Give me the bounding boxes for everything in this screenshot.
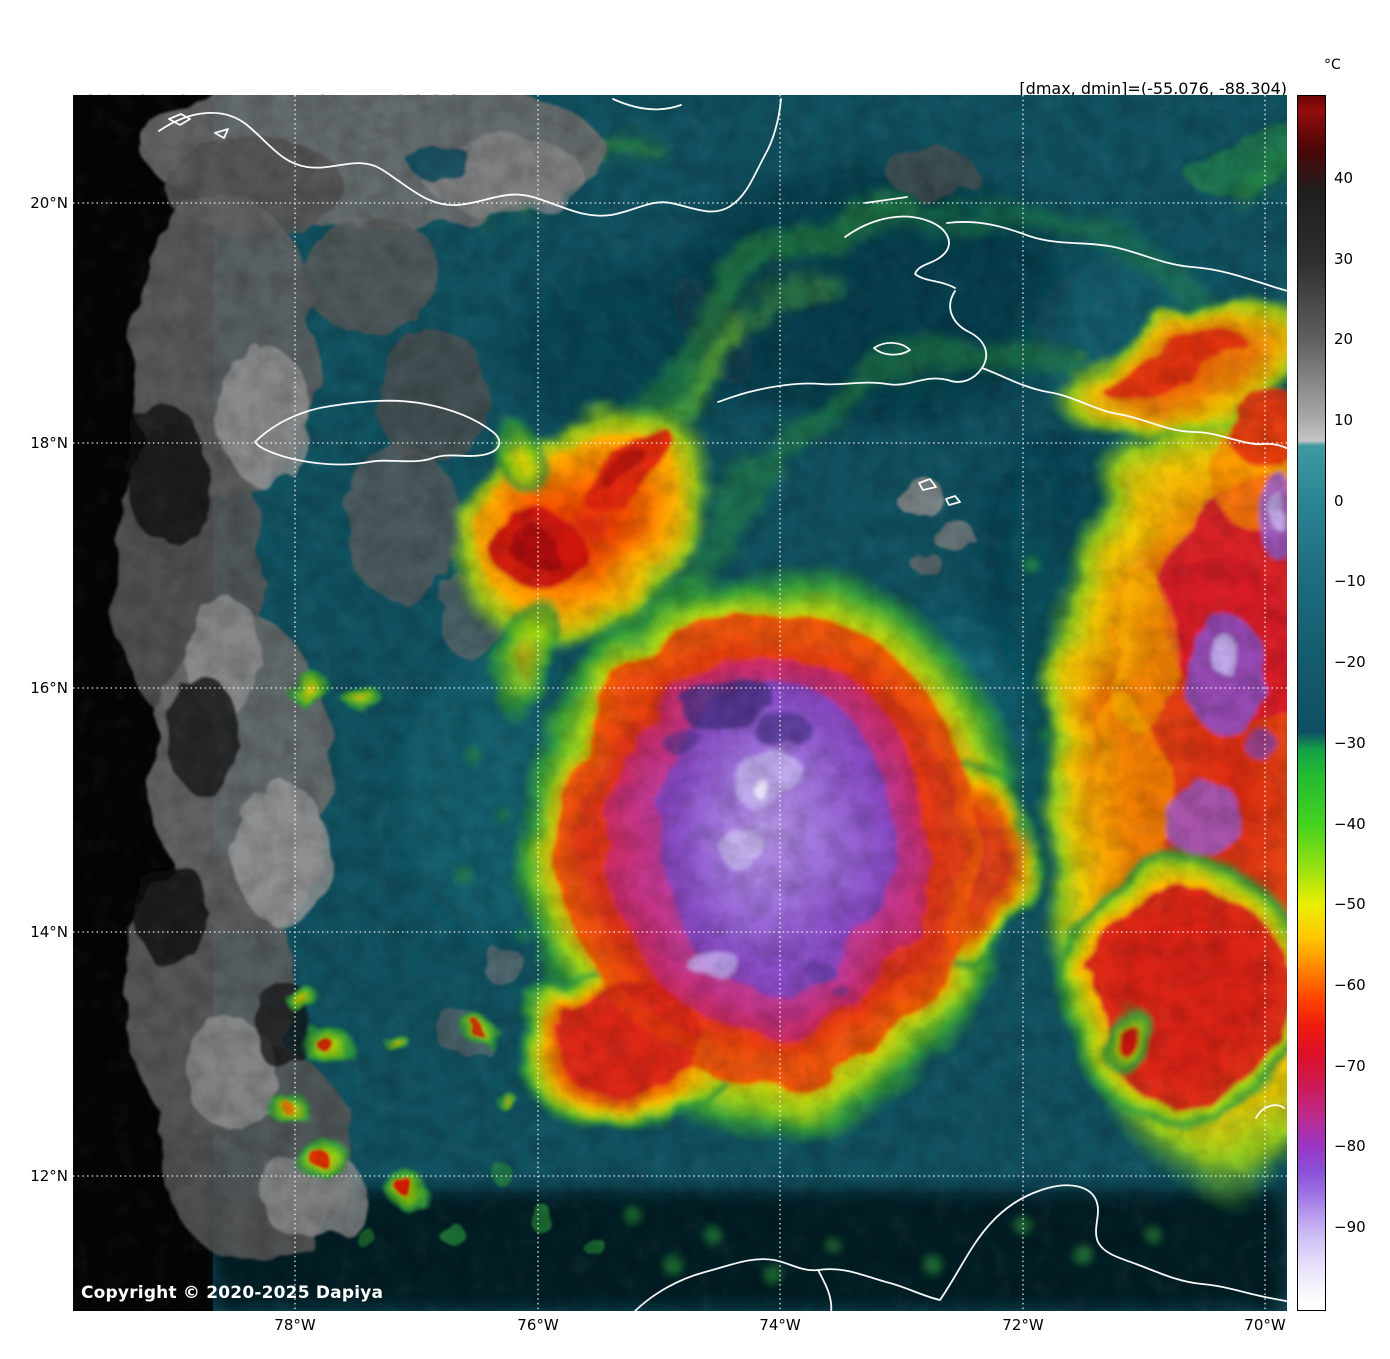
colorbar-gradient — [1297, 95, 1326, 1311]
satellite-image — [73, 95, 1287, 1311]
colorbar-tick: 0 — [1334, 492, 1344, 510]
lon-label: 72°W — [1002, 1316, 1044, 1334]
colorbar-tick: −30 — [1334, 734, 1366, 752]
colorbar-tick: −60 — [1334, 976, 1366, 994]
colorbar-tick: −80 — [1334, 1137, 1366, 1155]
colorbar-tick: 20 — [1334, 330, 1354, 348]
colorbar-tick: 40 — [1334, 169, 1354, 187]
lon-label: 76°W — [517, 1316, 559, 1334]
grain-light — [73, 95, 1287, 1311]
lat-label: 14°N — [30, 923, 68, 941]
colorbar-tick: −10 — [1334, 572, 1366, 590]
lon-label: 70°W — [1244, 1316, 1286, 1334]
lat-label: 16°N — [30, 679, 68, 697]
latlon-grid — [73, 95, 1287, 1311]
lon-label: 78°W — [274, 1316, 316, 1334]
colorbar-tick: −20 — [1334, 653, 1366, 671]
dmax-dmin-readout: [dmax, dmin]=(-55.076, -88.304) — [1019, 79, 1287, 98]
satellite-map: Copyright © 2020-2025 Dapiya — [73, 95, 1287, 1311]
colorbar-unit: °C — [1324, 57, 1341, 73]
coastline-overlay — [158, 98, 1287, 1311]
lat-label: 20°N — [30, 194, 68, 212]
colorbar-tick: −70 — [1334, 1057, 1366, 1075]
lat-label: 12°N — [30, 1167, 68, 1185]
lat-label: 18°N — [30, 434, 68, 452]
colorbar-tick: −50 — [1334, 895, 1366, 913]
colorbar-tick: −40 — [1334, 815, 1366, 833]
lon-label: 74°W — [759, 1316, 801, 1334]
colorbar-tick: 10 — [1334, 411, 1354, 429]
colorbar-tick: −90 — [1334, 1218, 1366, 1236]
colorbar-tick: 30 — [1334, 250, 1354, 268]
copyright-notice: Copyright © 2020-2025 Dapiya — [81, 1283, 384, 1303]
